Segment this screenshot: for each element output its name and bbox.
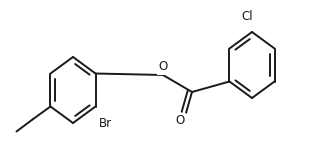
Text: Br: Br [99,116,112,130]
Text: O: O [158,61,168,73]
Text: Cl: Cl [241,10,253,23]
Text: O: O [175,115,185,128]
